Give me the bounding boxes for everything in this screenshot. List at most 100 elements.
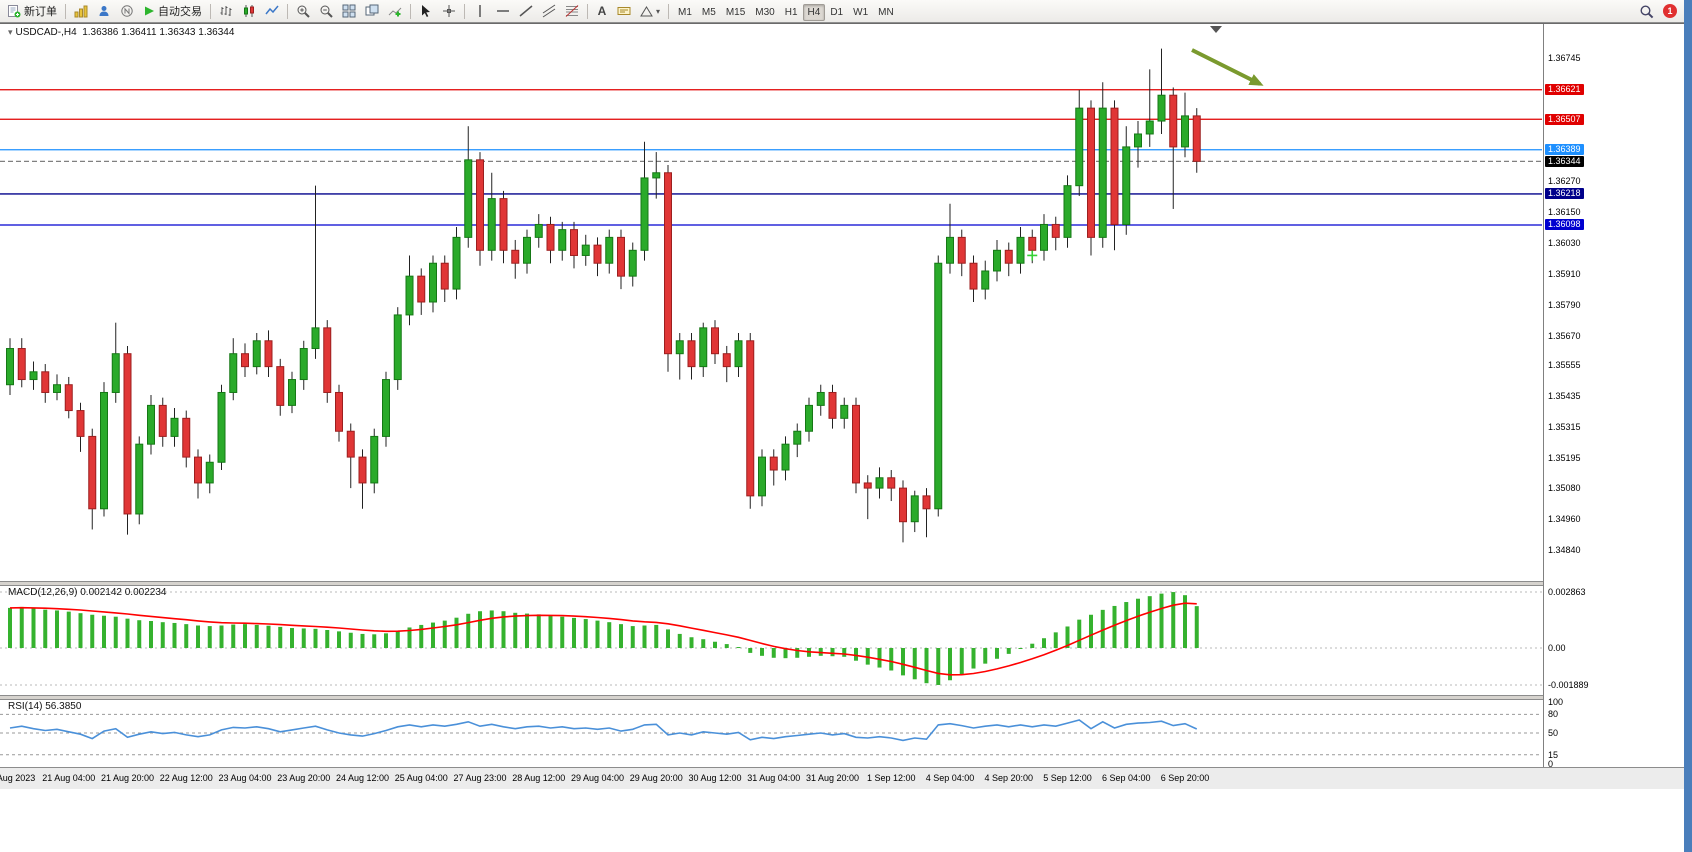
candle-up (170, 417, 179, 437)
vertical-line-tool-button[interactable] (469, 2, 491, 21)
macd-histogram-bar (454, 617, 459, 648)
cursor-tool-button[interactable] (415, 2, 437, 21)
notification-badge[interactable]: 1 (1663, 4, 1677, 18)
time-axis-label: 5 Sep 12:00 (1043, 773, 1092, 783)
time-axis-label: 31 Aug 04:00 (747, 773, 801, 783)
timeframe-button-h4[interactable]: H4 (802, 3, 826, 21)
candle-up (628, 249, 637, 277)
fibonacci-tool-button[interactable] (561, 2, 583, 21)
chart-shift-marker[interactable] (1210, 26, 1222, 33)
horizontal-line-tool-button[interactable] (492, 2, 514, 21)
arrange-windows-button[interactable] (361, 2, 383, 21)
navigator-button[interactable] (116, 2, 138, 21)
macd-histogram-bar (583, 619, 588, 648)
candle-up (1063, 185, 1072, 238)
macd-histogram-bar (337, 631, 341, 648)
candle-down (1004, 249, 1013, 264)
macd-histogram-bar (1042, 638, 1046, 648)
price-badge: 1.36621 (1545, 84, 1584, 96)
candlestick-chart-button[interactable] (238, 2, 260, 21)
macd-histogram-bar (1183, 595, 1187, 648)
timeframe-button-m1[interactable]: M1 (673, 4, 697, 21)
candle-up (946, 236, 954, 264)
macd-histogram-bar (8, 607, 12, 648)
time-axis-label: 23 Aug 04:00 (218, 773, 272, 783)
candle-up (111, 353, 120, 393)
time-axis-label: 28 Aug 12:00 (512, 773, 566, 783)
shapes-tool-button[interactable]: ▾ (636, 2, 664, 21)
bar-chart-button[interactable] (215, 2, 237, 21)
timeframe-group: M1 M5 M15 M30 H1 H4 D1 W1 MN (673, 2, 899, 21)
tile-windows-button[interactable] (338, 2, 360, 21)
toolbar-separator (668, 3, 670, 19)
macd-histogram-bar (325, 630, 330, 648)
charts-button[interactable] (70, 2, 92, 21)
label-tool-button[interactable] (613, 2, 635, 21)
price-scale-label: 1.34840 (1548, 545, 1581, 556)
candle-down (264, 340, 273, 368)
zoom-in-button[interactable] (292, 2, 314, 21)
profiles-button[interactable] (93, 2, 115, 21)
macd-histogram-bar (724, 644, 729, 648)
channel-tool-button[interactable] (538, 2, 560, 21)
panel-separator[interactable] (0, 581, 1684, 586)
time-axis-label: 24 Aug 12:00 (335, 773, 390, 783)
timeframe-button-m5[interactable]: M5 (697, 4, 721, 21)
toolbar-separator (210, 3, 211, 19)
macd-histogram-bar (642, 625, 647, 648)
rsi-scale-label: 0 (1548, 759, 1554, 769)
candle-up (758, 456, 766, 497)
candle-up (205, 461, 214, 484)
price-scale-label: 1.36270 (1548, 175, 1581, 186)
macd-histogram-bar (783, 648, 788, 659)
macd-histogram-bar (501, 611, 506, 648)
annotation-arrow[interactable] (1191, 48, 1264, 86)
candle-up (1016, 236, 1025, 264)
timeframe-button-m30[interactable]: M30 (750, 4, 779, 21)
price-scale-label: 1.35670 (1548, 330, 1581, 341)
macd-histogram-bar (149, 621, 153, 648)
macd-histogram-bar (889, 648, 894, 671)
macd-indicator-panel[interactable] (0, 585, 1544, 695)
panel-separator[interactable] (0, 695, 1684, 700)
price-scale-label: 1.34960 (1548, 514, 1581, 525)
timeframe-button-h1[interactable]: H1 (780, 4, 803, 21)
timeframe-button-m15[interactable]: M15 (721, 4, 750, 21)
macd-histogram-bar (372, 634, 377, 648)
line-chart-button[interactable] (261, 2, 283, 21)
candle-up (100, 391, 108, 510)
macd-histogram-bar (666, 629, 670, 648)
candle-down (499, 198, 508, 251)
candle-up (675, 340, 684, 355)
zoom-out-button[interactable] (315, 2, 337, 21)
autotrading-button[interactable]: 自动交易 (139, 2, 206, 21)
rsi-indicator-panel[interactable] (0, 699, 1544, 767)
new-order-button[interactable]: 新订单 (3, 2, 61, 21)
price-scale-label: 1.35080 (1548, 483, 1581, 494)
macd-histogram-bar (901, 648, 905, 676)
candle-up (1181, 115, 1189, 148)
candle-down (1087, 107, 1095, 238)
chart-dropdown-icon[interactable]: ▾ (8, 27, 13, 37)
macd-indicator-label: MACD(12,26,9) 0.002142 0.002234 (8, 587, 167, 598)
timeframe-button-w1[interactable]: W1 (848, 4, 873, 21)
price-axis: 1.36745 1.36270 1.36150 1.36030 1.35910 1.357… (1543, 23, 1685, 769)
search-button[interactable] (1635, 2, 1658, 21)
timeframe-button-mn[interactable]: MN (873, 4, 899, 21)
window-scrollbar[interactable] (1684, 0, 1692, 852)
macd-histogram-bar (654, 624, 659, 648)
macd-histogram-bar (219, 625, 224, 648)
text-tool-button[interactable]: A (592, 2, 612, 21)
macd-histogram-bar (78, 613, 83, 648)
candle-up (53, 384, 61, 393)
timeframe-button-d1[interactable]: D1 (825, 4, 848, 21)
main-price-chart[interactable] (0, 23, 1544, 581)
indicators-button[interactable] (384, 2, 406, 21)
candle-down (922, 495, 931, 510)
macd-histogram-bar (1006, 648, 1011, 654)
channel-icon (542, 4, 556, 18)
time-axis-label: 21 Aug 20:00 (100, 773, 155, 783)
trendline-tool-button[interactable] (515, 2, 537, 21)
crosshair-tool-button[interactable] (438, 2, 460, 21)
